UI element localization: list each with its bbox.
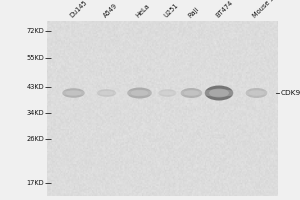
Ellipse shape bbox=[205, 86, 233, 100]
Ellipse shape bbox=[157, 91, 178, 95]
Text: Raji: Raji bbox=[187, 6, 200, 19]
Text: HeLa: HeLa bbox=[135, 3, 151, 19]
Ellipse shape bbox=[100, 91, 113, 95]
Text: Mouse spleen: Mouse spleen bbox=[252, 0, 289, 19]
Text: 55KD: 55KD bbox=[26, 55, 44, 61]
Text: 72KD: 72KD bbox=[26, 28, 44, 34]
Ellipse shape bbox=[95, 91, 118, 95]
Ellipse shape bbox=[244, 90, 269, 96]
Ellipse shape bbox=[127, 88, 152, 98]
Text: 43KD: 43KD bbox=[26, 84, 44, 90]
Ellipse shape bbox=[131, 90, 148, 96]
Ellipse shape bbox=[246, 88, 267, 98]
Text: CDK9: CDK9 bbox=[281, 90, 300, 96]
Ellipse shape bbox=[66, 90, 81, 96]
Ellipse shape bbox=[60, 91, 87, 95]
Ellipse shape bbox=[249, 90, 264, 96]
Text: A549: A549 bbox=[102, 3, 119, 19]
Ellipse shape bbox=[210, 135, 228, 137]
Text: U251: U251 bbox=[163, 2, 180, 19]
Text: Du145: Du145 bbox=[69, 0, 89, 19]
Ellipse shape bbox=[161, 91, 174, 95]
Text: 17KD: 17KD bbox=[26, 180, 44, 186]
FancyBboxPatch shape bbox=[46, 21, 278, 196]
Ellipse shape bbox=[214, 135, 224, 138]
Text: 26KD: 26KD bbox=[26, 136, 44, 142]
Ellipse shape bbox=[212, 134, 226, 138]
Ellipse shape bbox=[209, 88, 229, 98]
Ellipse shape bbox=[178, 90, 204, 96]
Ellipse shape bbox=[125, 90, 154, 96]
Ellipse shape bbox=[184, 90, 199, 96]
Ellipse shape bbox=[202, 89, 236, 97]
Ellipse shape bbox=[62, 88, 85, 98]
Ellipse shape bbox=[181, 88, 202, 98]
Ellipse shape bbox=[158, 89, 176, 97]
Text: 34KD: 34KD bbox=[26, 110, 44, 116]
Ellipse shape bbox=[97, 89, 116, 97]
Text: BT474: BT474 bbox=[215, 0, 234, 19]
